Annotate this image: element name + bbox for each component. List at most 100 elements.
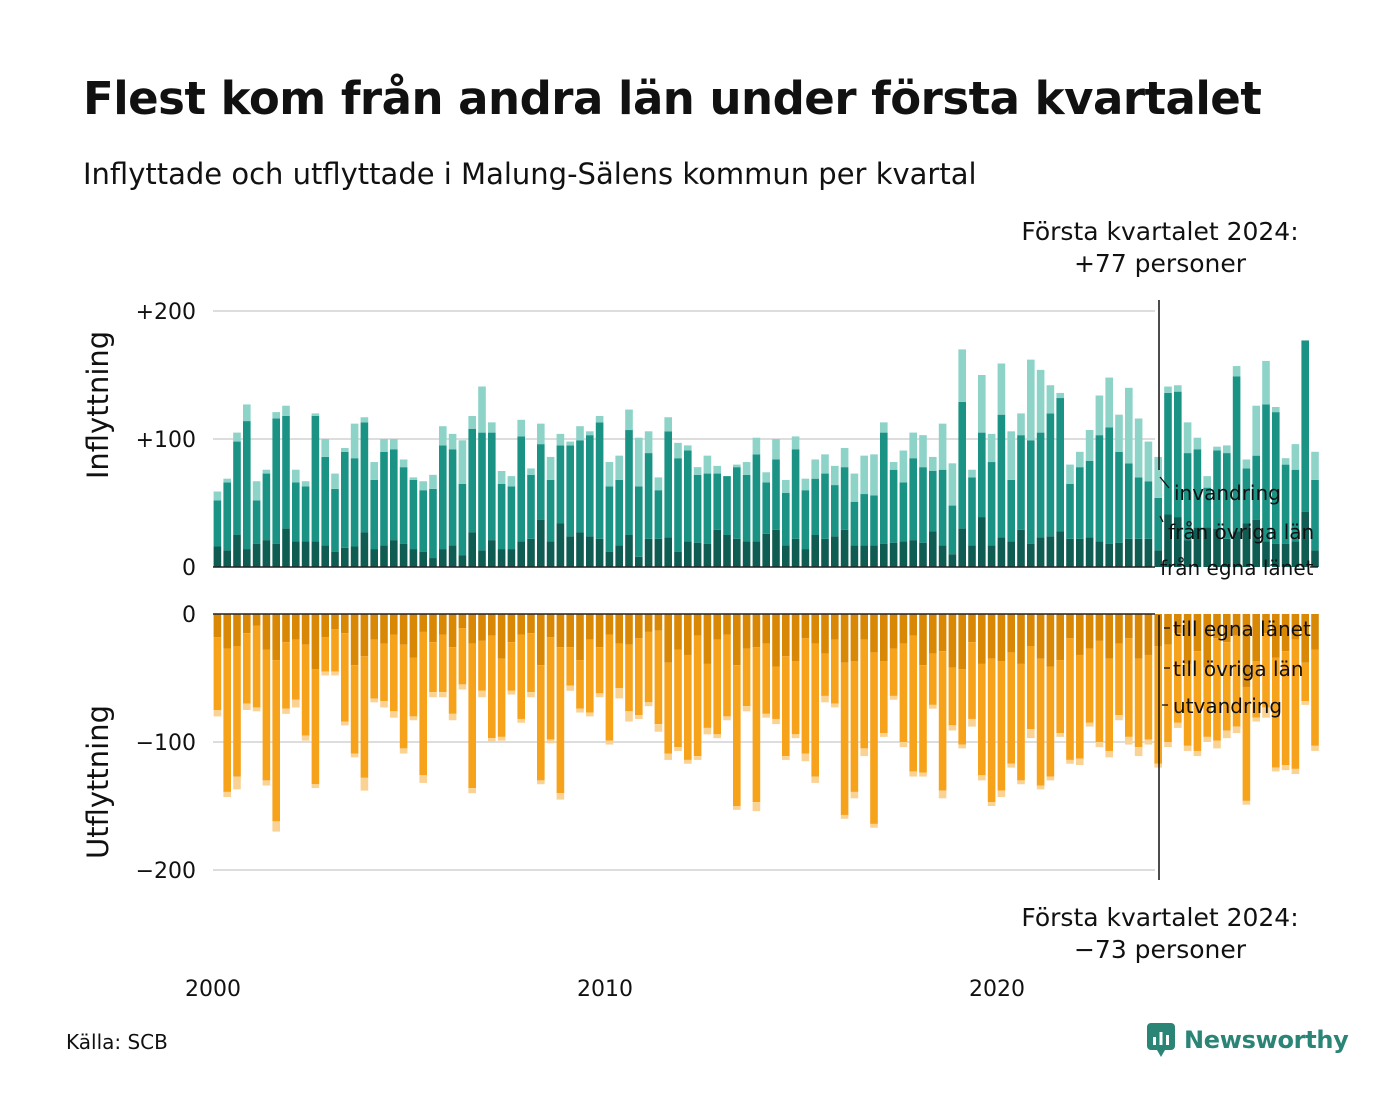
outflow-bar-own-county	[1105, 614, 1113, 659]
inflow-bar-own-county	[380, 545, 388, 567]
outflow-bar-own-county	[488, 614, 496, 636]
inflow-bar-immigration	[1311, 451, 1319, 480]
inflow-bar-other-counties	[537, 444, 545, 520]
outflow-bar-emigration	[909, 771, 917, 777]
outflow-bar-emigration	[1174, 722, 1182, 728]
outflow-bar-own-county	[1066, 614, 1074, 639]
outflow-bar-other-counties	[556, 647, 565, 794]
outflow-bar-emigration	[1291, 768, 1300, 774]
inflow-bar-immigration	[919, 435, 927, 468]
inflow-bar-immigration	[458, 440, 467, 484]
outflow-bar-own-county	[929, 614, 937, 654]
inflow-bar-own-county	[693, 542, 702, 567]
inflow-bar-other-counties	[1154, 497, 1162, 551]
inflow-ytick-label: +200	[136, 300, 196, 325]
outflow-bar-other-counties	[733, 665, 741, 806]
outflow-bar-emigration	[1085, 722, 1094, 727]
inflow-bar-immigration	[223, 478, 231, 483]
inflow-bar-immigration	[1066, 464, 1074, 484]
outflow-bar-emigration	[370, 698, 378, 703]
inflow-bar-own-county	[517, 541, 525, 567]
outflow-bar-emigration	[635, 715, 643, 719]
inflow-bar-own-county	[635, 556, 643, 567]
inflow-bar-own-county	[938, 545, 947, 567]
inflow-bar-own-county	[978, 517, 986, 567]
outflow-bar-other-counties	[742, 648, 751, 707]
outflow-bar-other-counties	[1027, 646, 1035, 730]
outflow-bar-emigration	[311, 784, 320, 789]
inflow-bar-other-counties	[439, 445, 447, 550]
inflow-bar-immigration	[595, 415, 604, 423]
inflow-bar-other-counties	[360, 422, 369, 533]
inflow-bar-own-county	[311, 541, 320, 567]
outflow-bar-other-counties	[1105, 658, 1113, 751]
inflow-bar-immigration	[1115, 414, 1123, 452]
outflow-bar-own-county	[1085, 614, 1094, 649]
outflow-bar-emigration	[615, 688, 623, 699]
inflow-bar-own-county	[772, 529, 780, 567]
inflow-bar-immigration	[507, 476, 516, 487]
outflow-bar-emigration	[1183, 745, 1192, 751]
inflow-bar-other-counties	[370, 479, 378, 550]
inflow-bar-immigration	[742, 462, 751, 475]
inflow-bar-immigration	[429, 474, 437, 489]
inflow-bar-other-counties	[1115, 451, 1123, 543]
inflow-bar-own-county	[703, 543, 712, 567]
inflow-bar-other-counties	[1085, 460, 1094, 538]
inflow-bar-other-counties	[615, 479, 623, 546]
inflow-bar-own-county	[1193, 527, 1202, 567]
outflow-bar-emigration	[605, 740, 614, 745]
inflow-bar-other-counties	[243, 421, 251, 550]
inflow-bar-immigration	[311, 413, 320, 416]
outflow-series-label: till övriga län	[1173, 657, 1304, 681]
inflow-bar-immigration	[997, 363, 1006, 415]
inflow-bar-own-county	[448, 545, 457, 567]
inflow-bar-immigration	[674, 442, 682, 459]
inflow-bar-own-county	[909, 540, 917, 567]
inflow-bar-own-county	[1291, 541, 1300, 567]
inflow-bar-other-counties	[478, 432, 486, 551]
inflow-bar-own-county	[1174, 517, 1182, 567]
outflow-bar-emigration	[331, 671, 339, 676]
inflow-bar-other-counties	[654, 490, 663, 539]
outflow-bar-emigration	[282, 708, 290, 714]
brand-logo[interactable]: Newsworthy	[1146, 1022, 1349, 1058]
inflow-bar-own-county	[605, 551, 614, 567]
inflow-bar-own-county	[586, 536, 594, 567]
inflow-bar-own-county	[1232, 531, 1241, 567]
outflow-bar-own-county	[556, 614, 565, 648]
inflow-bar-own-county	[1027, 543, 1035, 567]
inflow-bar-own-county	[958, 528, 966, 567]
outflow-bar-emigration	[664, 753, 672, 760]
inflow-bar-other-counties	[635, 486, 643, 557]
inflow-bar-immigration	[929, 456, 937, 471]
outflow-bar-own-county	[674, 614, 682, 650]
inflow-bar-other-counties	[252, 500, 261, 544]
outflow-bar-emigration	[762, 713, 770, 718]
outflow-bar-other-counties	[370, 639, 378, 699]
outflow-bar-emigration	[880, 733, 888, 737]
inflow-bar-immigration	[1223, 445, 1231, 454]
inflow-bar-immigration	[1164, 386, 1172, 393]
outflow-bar-other-counties	[713, 639, 721, 735]
outflow-bar-emigration	[468, 788, 476, 794]
outflow-bar-other-counties	[282, 642, 290, 709]
outflow-bar-own-county	[644, 614, 653, 632]
outflow-bar-emigration	[321, 671, 329, 676]
outflow-bar-emigration	[1301, 701, 1309, 705]
inflow-bar-other-counties	[576, 440, 584, 533]
outflow-bar-emigration	[752, 802, 761, 812]
outflow-bar-other-counties	[997, 661, 1006, 791]
outflow-bar-other-counties	[1125, 638, 1133, 737]
inflow-bar-own-county	[840, 529, 849, 567]
outflow-bar-emigration	[1262, 707, 1270, 718]
outflow-bar-emigration	[213, 710, 222, 717]
inflow-bar-own-county	[899, 541, 908, 567]
outflow-bar-other-counties	[1193, 651, 1202, 751]
inflow-bar-other-counties	[262, 473, 271, 541]
outflow-bar-emigration	[733, 806, 741, 810]
outflow-bar-own-county	[733, 614, 741, 666]
outflow-bar-other-counties	[880, 661, 888, 734]
inflow-bar-own-county	[1105, 543, 1113, 567]
inflow-bar-immigration	[1095, 395, 1104, 436]
